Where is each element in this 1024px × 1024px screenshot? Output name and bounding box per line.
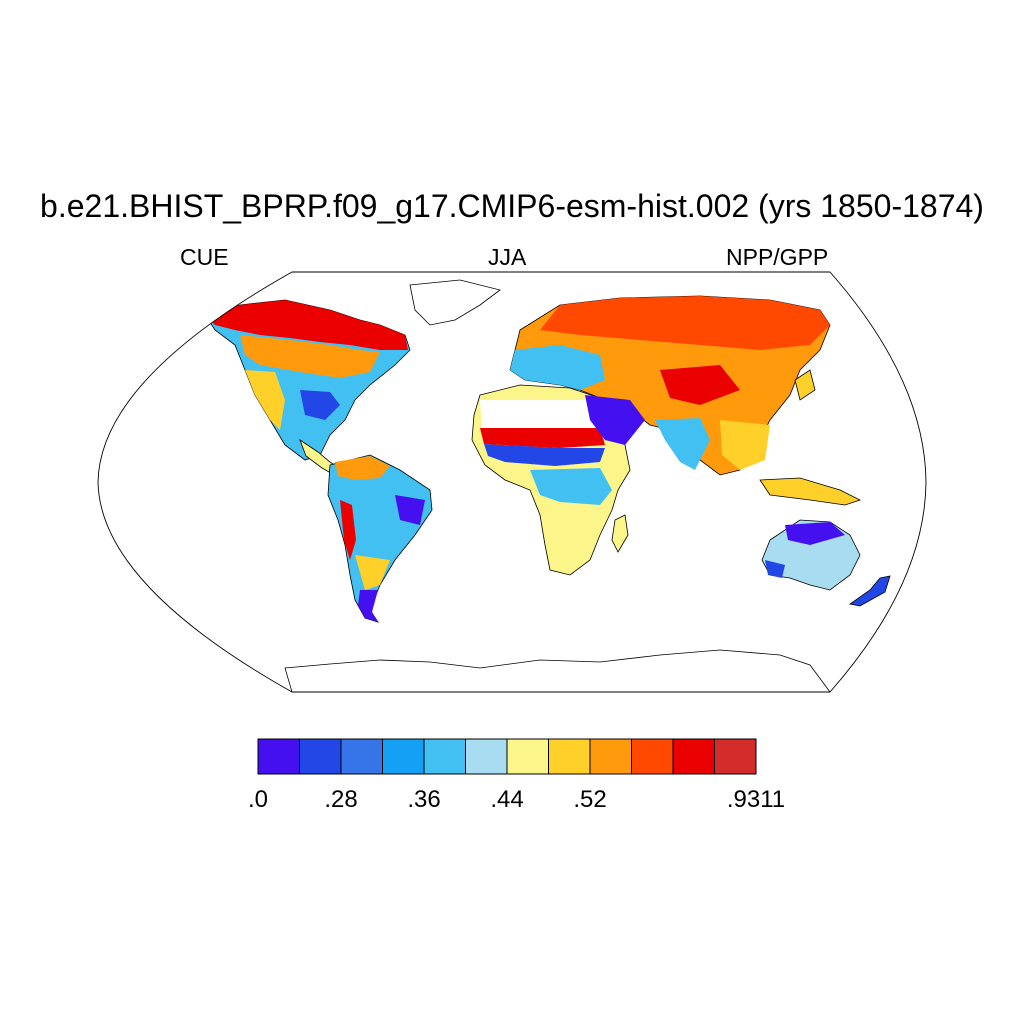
greenland: [409, 279, 501, 326]
land-areas: [204, 279, 891, 692]
southeast-asia: [720, 420, 770, 470]
colorbar-box: [465, 738, 508, 775]
colorbar-box: [506, 738, 549, 775]
central-africa: [530, 468, 612, 505]
central-asia: [660, 365, 740, 405]
india: [655, 418, 710, 470]
siberia: [540, 296, 830, 350]
colorbar-tick-label: .52: [573, 786, 607, 813]
maritime-continent: [759, 477, 862, 506]
colorbar-tick-label: .9311: [726, 786, 786, 813]
east-brazil: [395, 495, 425, 525]
colorbar-box: [548, 738, 591, 775]
map-boundary: [97, 271, 927, 693]
antarctica: [284, 649, 831, 692]
colorbar-box: [631, 738, 674, 775]
north-america-west: [245, 370, 285, 430]
madagascar: [611, 514, 629, 553]
japan: [794, 369, 816, 401]
sahel: [484, 444, 605, 466]
units-label: NPP/GPP: [726, 244, 829, 270]
colorbar-tick-label: .44: [490, 786, 524, 813]
north-america-southeast: [300, 390, 340, 420]
patagonia: [358, 590, 378, 622]
andes: [340, 500, 356, 560]
variable-label: CUE: [180, 244, 229, 270]
colorbar-box: [257, 738, 300, 775]
south-america-south: [355, 555, 390, 590]
colorbar-box: [340, 738, 383, 775]
colorbar-box: [672, 738, 715, 775]
colorbar-box: [589, 738, 632, 775]
colorbar-box: [714, 738, 757, 775]
amazon-north-fringe: [335, 456, 390, 480]
europe: [510, 345, 605, 390]
north-america-north-band: [205, 300, 408, 350]
colorbar-tick-label: .0: [247, 786, 269, 813]
colorbar-box: [382, 738, 425, 775]
new-zealand: [849, 575, 891, 607]
colorbar-tick-label: .36: [407, 786, 441, 813]
australia-southwest: [765, 560, 785, 578]
season-label: JJA: [488, 244, 527, 270]
map-title: b.e21.BHIST_BPRP.f09_g17.CMIP6-esm-hist.…: [40, 188, 984, 224]
colorbar-box: [423, 738, 466, 775]
colorbar-box: [299, 738, 342, 775]
colorbar-tick-label: .28: [324, 786, 358, 813]
middle-east: [585, 395, 645, 445]
north-america-subarctic: [240, 335, 380, 378]
australia-north: [785, 522, 845, 545]
sahara-red-band: [480, 428, 605, 448]
